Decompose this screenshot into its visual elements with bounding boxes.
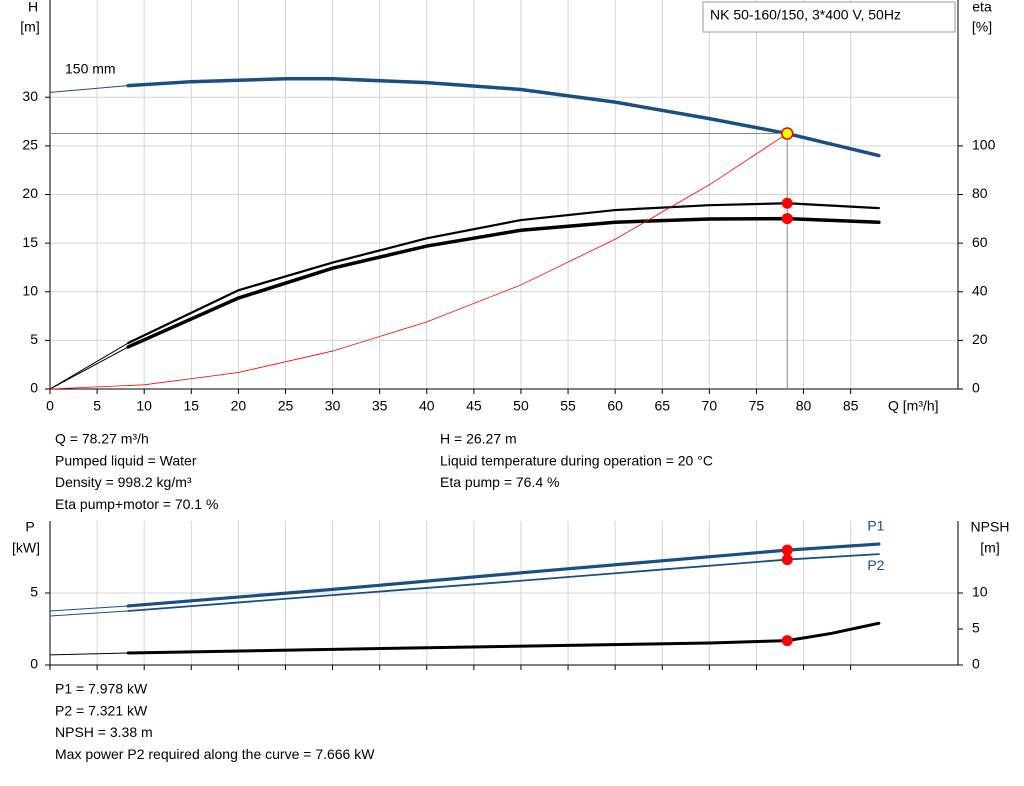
y-axis-label: P [25,519,34,535]
y-tick-label: 25 [22,137,38,153]
info-text: Eta pump = 76.4 % [440,474,559,490]
y2-tick-label: 60 [972,234,988,250]
x-tick-label: 70 [702,398,718,414]
curve [49,342,129,390]
curve [49,605,129,612]
y2-tick-label: 80 [972,185,988,201]
x-tick-label: 10 [136,398,152,414]
x-tick-label: 30 [325,398,341,414]
curve [126,542,881,608]
x-tick-label: 75 [749,398,765,414]
curve [49,346,129,390]
x-tick-label: 85 [843,398,859,414]
y2-axis-label: NPSH [971,519,1010,535]
x-tick-label: 40 [419,398,435,414]
info-text: P1 = 7.978 kW [55,681,148,697]
x-tick-label: 35 [372,398,388,414]
y-tick-label: 0 [30,380,38,396]
curve [49,610,129,617]
chart-title: NK 50-160/150, 3*400 V, 50Hz [710,7,901,23]
x-tick-label: 20 [231,398,247,414]
curve-label: 150 mm [65,60,116,76]
curve [49,85,129,93]
info-text: Eta pump+motor = 70.1 % [55,496,218,512]
x-tick-label: 45 [466,398,482,414]
y2-tick-label: 0 [972,380,980,396]
x-tick-label: 55 [560,398,576,414]
info-text: Liquid temperature during operation = 20… [440,452,713,468]
y2-tick-label: 5 [972,620,980,636]
operating-point [780,127,794,140]
curve [126,621,881,655]
info-text: P2 = 7.321 kW [55,702,148,718]
operating-point [781,213,793,225]
y2-axis-label: eta [972,0,992,15]
y-tick-label: 0 [30,656,38,672]
operating-point [781,544,793,556]
y-axis-unit: [m] [20,19,39,35]
info-text: Max power P2 required along the curve = … [55,746,375,762]
info-text: Density = 998.2 kg/m³ [55,474,192,490]
y2-tick-label: 10 [972,584,988,600]
y2-axis-unit: [%] [972,19,992,35]
y-tick-label: 15 [22,234,38,250]
y-axis-label: H [28,0,38,15]
series-label: P2 [867,557,884,573]
y-tick-label: 5 [30,584,38,600]
y-tick-label: 20 [22,185,38,201]
info-text: NPSH = 3.38 m [55,724,153,740]
info-text: Pumped liquid = Water [55,452,197,468]
operating-point [781,197,793,209]
y-tick-label: 30 [22,88,38,104]
x-tick-label: 25 [278,398,294,414]
operating-point [781,554,793,566]
x-axis-label: Q [m³/h] [888,398,939,414]
info-text: H = 26.27 m [440,431,517,447]
y2-tick-label: 100 [972,137,996,153]
x-tick-label: 50 [513,398,529,414]
y2-tick-label: 0 [972,656,980,672]
x-tick-label: 60 [607,398,623,414]
curve [49,652,129,656]
y-tick-label: 5 [30,331,38,347]
y2-tick-label: 40 [972,282,988,298]
x-tick-label: 80 [796,398,812,414]
curve [126,77,881,158]
info-text: Q = 78.27 m³/h [55,431,149,447]
x-tick-label: 5 [93,398,101,414]
series-label: P1 [867,518,884,534]
operating-point [781,635,793,647]
x-tick-label: 65 [654,398,670,414]
y-axis-unit: [kW] [12,540,40,556]
curve [127,202,880,345]
x-tick-label: 15 [183,398,199,414]
y-tick-label: 10 [22,282,38,298]
title-box [702,1,956,33]
y2-tick-label: 20 [972,331,988,347]
curve [127,553,880,612]
curve [126,216,881,349]
y2-axis-unit: [m] [980,540,999,556]
curve [49,133,788,390]
x-tick-label: 0 [46,398,54,414]
